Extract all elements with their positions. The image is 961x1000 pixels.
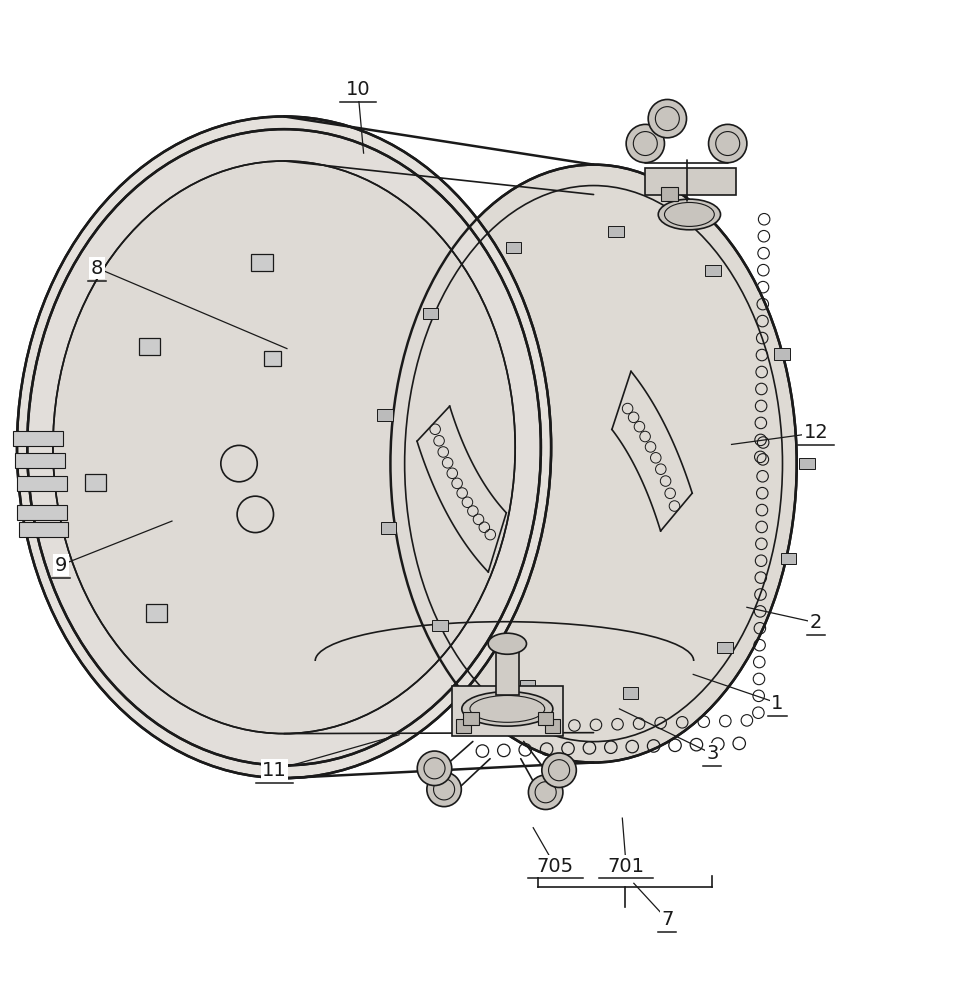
Text: 11: 11 <box>262 761 286 780</box>
Text: 9: 9 <box>55 556 67 575</box>
Ellipse shape <box>648 99 686 138</box>
Bar <box>85 474 106 491</box>
Text: 1: 1 <box>772 694 784 713</box>
Bar <box>775 348 790 360</box>
Bar <box>12 431 62 446</box>
Bar <box>506 242 521 253</box>
Text: 8: 8 <box>91 259 104 278</box>
Bar <box>705 265 721 276</box>
Text: 705: 705 <box>536 857 574 876</box>
Bar <box>660 187 678 201</box>
Bar <box>608 226 624 237</box>
Bar <box>14 453 64 468</box>
Text: 3: 3 <box>706 744 719 763</box>
Bar <box>545 719 560 733</box>
Ellipse shape <box>53 161 515 734</box>
Bar <box>520 680 535 691</box>
Ellipse shape <box>462 692 553 726</box>
Bar <box>538 712 554 725</box>
Bar <box>139 338 160 355</box>
Ellipse shape <box>542 753 577 787</box>
Bar <box>146 604 167 622</box>
Ellipse shape <box>529 775 563 810</box>
Ellipse shape <box>417 751 452 786</box>
Bar <box>16 505 66 520</box>
Ellipse shape <box>17 116 552 778</box>
Text: 701: 701 <box>607 857 645 876</box>
Ellipse shape <box>427 772 461 807</box>
Ellipse shape <box>658 199 721 230</box>
Text: 2: 2 <box>810 613 822 632</box>
Polygon shape <box>27 129 797 464</box>
Bar <box>646 168 736 195</box>
Bar <box>432 620 448 631</box>
Text: 12: 12 <box>803 423 828 442</box>
Text: 10: 10 <box>346 80 370 99</box>
Bar <box>717 642 732 653</box>
Bar <box>381 522 396 534</box>
Bar <box>456 719 471 733</box>
Bar <box>623 687 638 699</box>
Bar <box>452 686 563 736</box>
Text: 7: 7 <box>661 910 674 929</box>
Bar <box>378 409 393 421</box>
Ellipse shape <box>708 124 747 163</box>
Bar <box>18 522 68 537</box>
Ellipse shape <box>27 129 541 765</box>
Ellipse shape <box>27 129 541 765</box>
Bar <box>463 712 479 725</box>
Bar <box>252 254 273 271</box>
Bar <box>496 642 519 695</box>
Ellipse shape <box>627 124 664 163</box>
Bar <box>264 351 282 366</box>
Bar <box>16 476 66 491</box>
Bar <box>423 308 438 319</box>
Bar <box>800 458 815 469</box>
Polygon shape <box>27 447 797 765</box>
Ellipse shape <box>488 633 527 654</box>
Bar <box>780 553 796 564</box>
Ellipse shape <box>390 165 797 763</box>
